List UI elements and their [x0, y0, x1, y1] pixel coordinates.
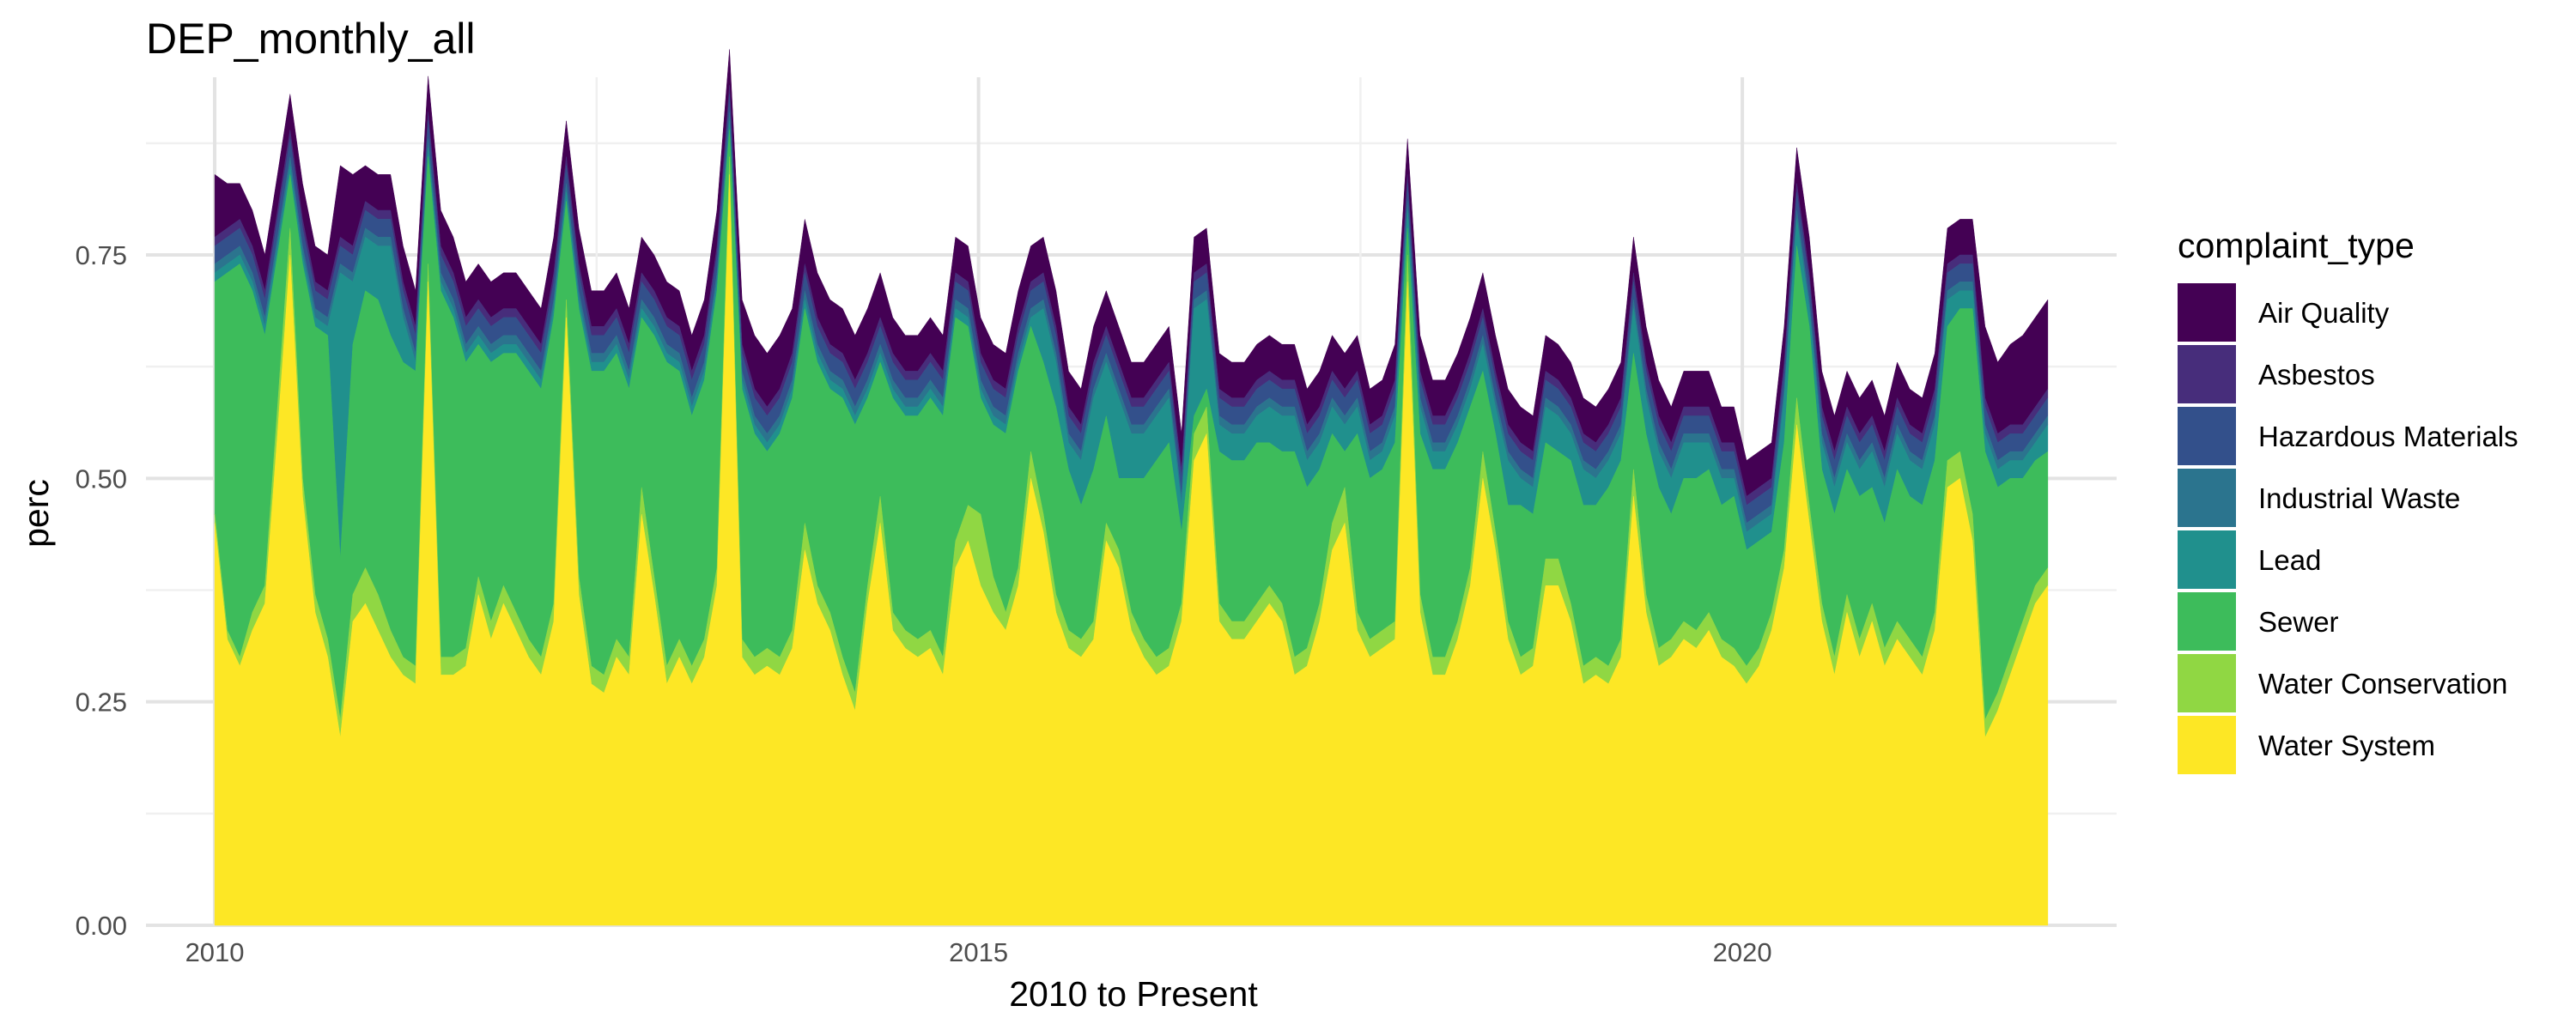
legend-label: Hazardous Materials: [2258, 421, 2518, 452]
legend-swatch: [2178, 530, 2236, 589]
legend-label: Industrial Waste: [2258, 482, 2460, 514]
legend-title: complaint_type: [2178, 226, 2415, 265]
x-axis-ticks: 2010 2015 2020: [185, 937, 1772, 967]
chart-title: DEP_monthly_all: [146, 15, 476, 63]
y-axis-ticks: 0.00 0.25 0.50 0.75: [76, 240, 127, 941]
legend-item-asbestos: Asbestos: [2178, 345, 2375, 403]
y-tick-label: 0.25: [76, 688, 127, 718]
legend-swatch: [2178, 592, 2236, 651]
legend-swatch: [2178, 407, 2236, 465]
y-axis-title: perc: [16, 479, 56, 548]
x-axis-title: 2010 to Present: [1009, 974, 1258, 1014]
legend-item-industrial-waste: Industrial Waste: [2178, 469, 2460, 527]
legend-swatch: [2178, 345, 2236, 403]
legend: complaint_type Air Quality Asbestos Hazard…: [2178, 226, 2518, 774]
x-tick-label: 2015: [949, 937, 1008, 967]
legend-item-water-conservation: Water Conservation: [2178, 654, 2507, 712]
legend-label: Sewer: [2258, 606, 2339, 638]
legend-item-lead: Lead: [2178, 530, 2321, 589]
legend-swatch: [2178, 283, 2236, 342]
stacked-areas: [214, 49, 2049, 926]
legend-label: Air Quality: [2258, 297, 2390, 329]
legend-swatch: [2178, 654, 2236, 712]
legend-items: Air Quality Asbestos Hazardous Materials In…: [2178, 283, 2518, 774]
legend-item-air-quality: Air Quality: [2178, 283, 2390, 342]
x-tick-label: 2020: [1713, 937, 1772, 967]
y-tick-label: 0.75: [76, 240, 127, 270]
legend-swatch: [2178, 469, 2236, 527]
legend-item-water-system: Water System: [2178, 716, 2435, 774]
legend-label: Water System: [2258, 730, 2435, 761]
legend-label: Asbestos: [2258, 359, 2375, 391]
legend-item-hazardous-materials: Hazardous Materials: [2178, 407, 2518, 465]
x-tick-label: 2010: [185, 937, 245, 967]
area-water-system: [214, 174, 2049, 926]
legend-label: Water Conservation: [2258, 668, 2507, 700]
y-tick-label: 0.50: [76, 464, 127, 494]
legend-swatch: [2178, 716, 2236, 774]
legend-item-sewer: Sewer: [2178, 592, 2339, 651]
legend-label: Lead: [2258, 544, 2321, 576]
y-tick-label: 0.00: [76, 911, 127, 941]
